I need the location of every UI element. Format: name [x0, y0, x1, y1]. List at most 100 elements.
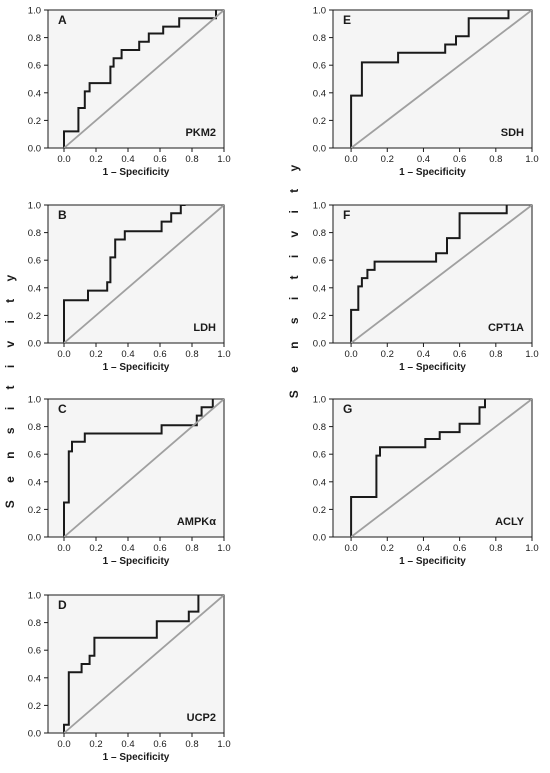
plot-area: [47, 9, 225, 149]
plot-area: [332, 9, 533, 149]
x-axis-label: 1 – Specificity: [103, 556, 170, 567]
y-tick-label: 1.0: [28, 395, 41, 406]
x-tick-label: 0.2: [381, 154, 394, 165]
panel-e: 0.0 0.2 0.4 0.6 0.8 1.0 0.0 0.2 0.4 0.6 0.8 1.0 E SDH…: [313, 6, 539, 179]
x-tick-label: 0.2: [89, 349, 102, 360]
y-tick-label: 0.2: [28, 701, 41, 712]
x-tick-label: 1.0: [217, 349, 230, 360]
x-tick-label: 0.8: [185, 739, 198, 750]
x-tick-label: 0.6: [153, 739, 166, 750]
x-tick-label: 0.4: [417, 154, 430, 165]
y-tick-label: 0.0: [313, 339, 326, 350]
y-tick-label: 0.0: [28, 339, 41, 350]
x-tick-label: 0.4: [417, 543, 430, 554]
roc-curve: [350, 10, 510, 148]
reference-line: [350, 205, 532, 343]
x-tick-label: 0.8: [185, 154, 198, 165]
marker-name: ACLY: [495, 516, 525, 528]
x-tick-label: 0.2: [89, 739, 102, 750]
x-axis-label: 1 – Specificity: [399, 556, 466, 567]
panel-letter: G: [343, 402, 352, 416]
marker-name: AMPKα: [177, 516, 216, 528]
y-tick-label: 1.0: [313, 201, 326, 212]
y-tick-label: 0.8: [28, 33, 41, 44]
y-tick-label: 0.2: [28, 505, 41, 516]
reference-line: [63, 10, 224, 148]
panel-c: 0.0 0.2 0.4 0.6 0.8 1.0 0.0 0.2 0.4 0.6 0.8 1.0 C AMP…: [28, 395, 231, 568]
y-tick-label: 0.0: [28, 533, 41, 544]
y-axis-label-left: S e n s i t i v i t y: [3, 268, 17, 508]
y-tick-label: 0.2: [313, 505, 326, 516]
y-tick-label: 0.0: [28, 144, 41, 155]
y-tick-label: 0.8: [28, 618, 41, 629]
marker-name: SDH: [501, 127, 524, 139]
x-tick-label: 0.0: [57, 154, 70, 165]
y-tick-label: 0.6: [28, 256, 41, 267]
roc-curve: [63, 595, 200, 733]
x-tick-label: 0.0: [344, 154, 357, 165]
x-tick-label: 0.8: [185, 543, 198, 554]
y-tick-label: 1.0: [313, 6, 326, 17]
x-tick-label: 0.6: [153, 543, 166, 554]
x-tick-label: 0.6: [153, 154, 166, 165]
reference-line: [63, 399, 224, 537]
y-tick-label: 0.4: [28, 673, 41, 684]
x-tick-label: 0.0: [57, 543, 70, 554]
x-tick-label: 1.0: [525, 154, 538, 165]
roc-curve: [350, 399, 486, 537]
plot-area: [47, 204, 225, 344]
x-tick-label: 0.4: [121, 543, 134, 554]
y-tick-label: 0.6: [28, 646, 41, 657]
x-tick-label: 0.6: [453, 154, 466, 165]
y-tick-label: 0.8: [313, 422, 326, 433]
y-tick-label: 1.0: [28, 201, 41, 212]
x-tick-label: 0.2: [381, 349, 394, 360]
x-tick-label: 0.6: [153, 349, 166, 360]
x-tick-label: 0.8: [489, 543, 502, 554]
x-tick-label: 0.8: [489, 154, 502, 165]
x-tick-label: 0.2: [89, 543, 102, 554]
plot-area: [332, 398, 533, 538]
panel-letter: E: [343, 13, 351, 27]
roc-panels: 0.0 0.2 0.4 0.6 0.8 1.0 0.0 0.2 0.4 0.6 0.8 1.0 A PKM…: [28, 6, 539, 764]
reference-line: [63, 205, 224, 343]
marker-name: LDH: [193, 322, 216, 334]
y-tick-label: 0.6: [313, 256, 326, 267]
x-tick-label: 0.8: [489, 349, 502, 360]
y-tick-label: 0.0: [313, 144, 326, 155]
x-tick-label: 1.0: [217, 154, 230, 165]
plot-area: [47, 594, 225, 734]
y-tick-label: 0.8: [313, 228, 326, 239]
y-tick-label: 0.4: [28, 283, 41, 294]
y-tick-label: 0.4: [28, 477, 41, 488]
y-tick-label: 0.6: [313, 450, 326, 461]
x-tick-label: 0.6: [453, 543, 466, 554]
panel-letter: D: [58, 598, 67, 612]
x-axis-label: 1 – Specificity: [103, 752, 170, 763]
y-tick-label: 0.8: [28, 422, 41, 433]
x-tick-label: 0.4: [417, 349, 430, 360]
x-tick-label: 0.6: [453, 349, 466, 360]
panel-a: 0.0 0.2 0.4 0.6 0.8 1.0 0.0 0.2 0.4 0.6 0.8 1.0 A PKM…: [28, 6, 231, 179]
y-tick-label: 1.0: [28, 6, 41, 17]
y-tick-label: 0.8: [313, 33, 326, 44]
y-tick-label: 0.2: [28, 311, 41, 322]
x-axis-label: 1 – Specificity: [103, 167, 170, 178]
x-tick-label: 0.0: [344, 349, 357, 360]
y-tick-label: 0.4: [313, 88, 326, 99]
reference-line: [350, 399, 532, 537]
y-tick-label: 0.6: [313, 61, 326, 72]
y-tick-label: 0.4: [313, 477, 326, 488]
y-tick-label: 1.0: [28, 591, 41, 602]
marker-name: UCP2: [187, 712, 216, 724]
roc-curve: [63, 205, 186, 343]
y-tick-label: 0.4: [313, 283, 326, 294]
panel-f: 0.0 0.2 0.4 0.6 0.8 1.0 0.0 0.2 0.4 0.6 0.8 1.0 F CPT…: [313, 201, 539, 374]
panel-letter: B: [58, 208, 67, 222]
x-tick-label: 0.4: [121, 739, 134, 750]
y-tick-label: 0.0: [313, 533, 326, 544]
roc-curve: [350, 205, 508, 343]
plot-area: [332, 204, 533, 344]
x-tick-label: 0.2: [381, 543, 394, 554]
